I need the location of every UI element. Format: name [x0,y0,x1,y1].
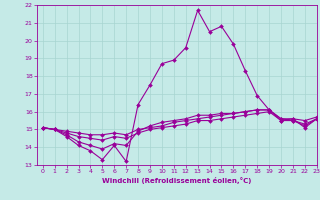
X-axis label: Windchill (Refroidissement éolien,°C): Windchill (Refroidissement éolien,°C) [102,177,252,184]
